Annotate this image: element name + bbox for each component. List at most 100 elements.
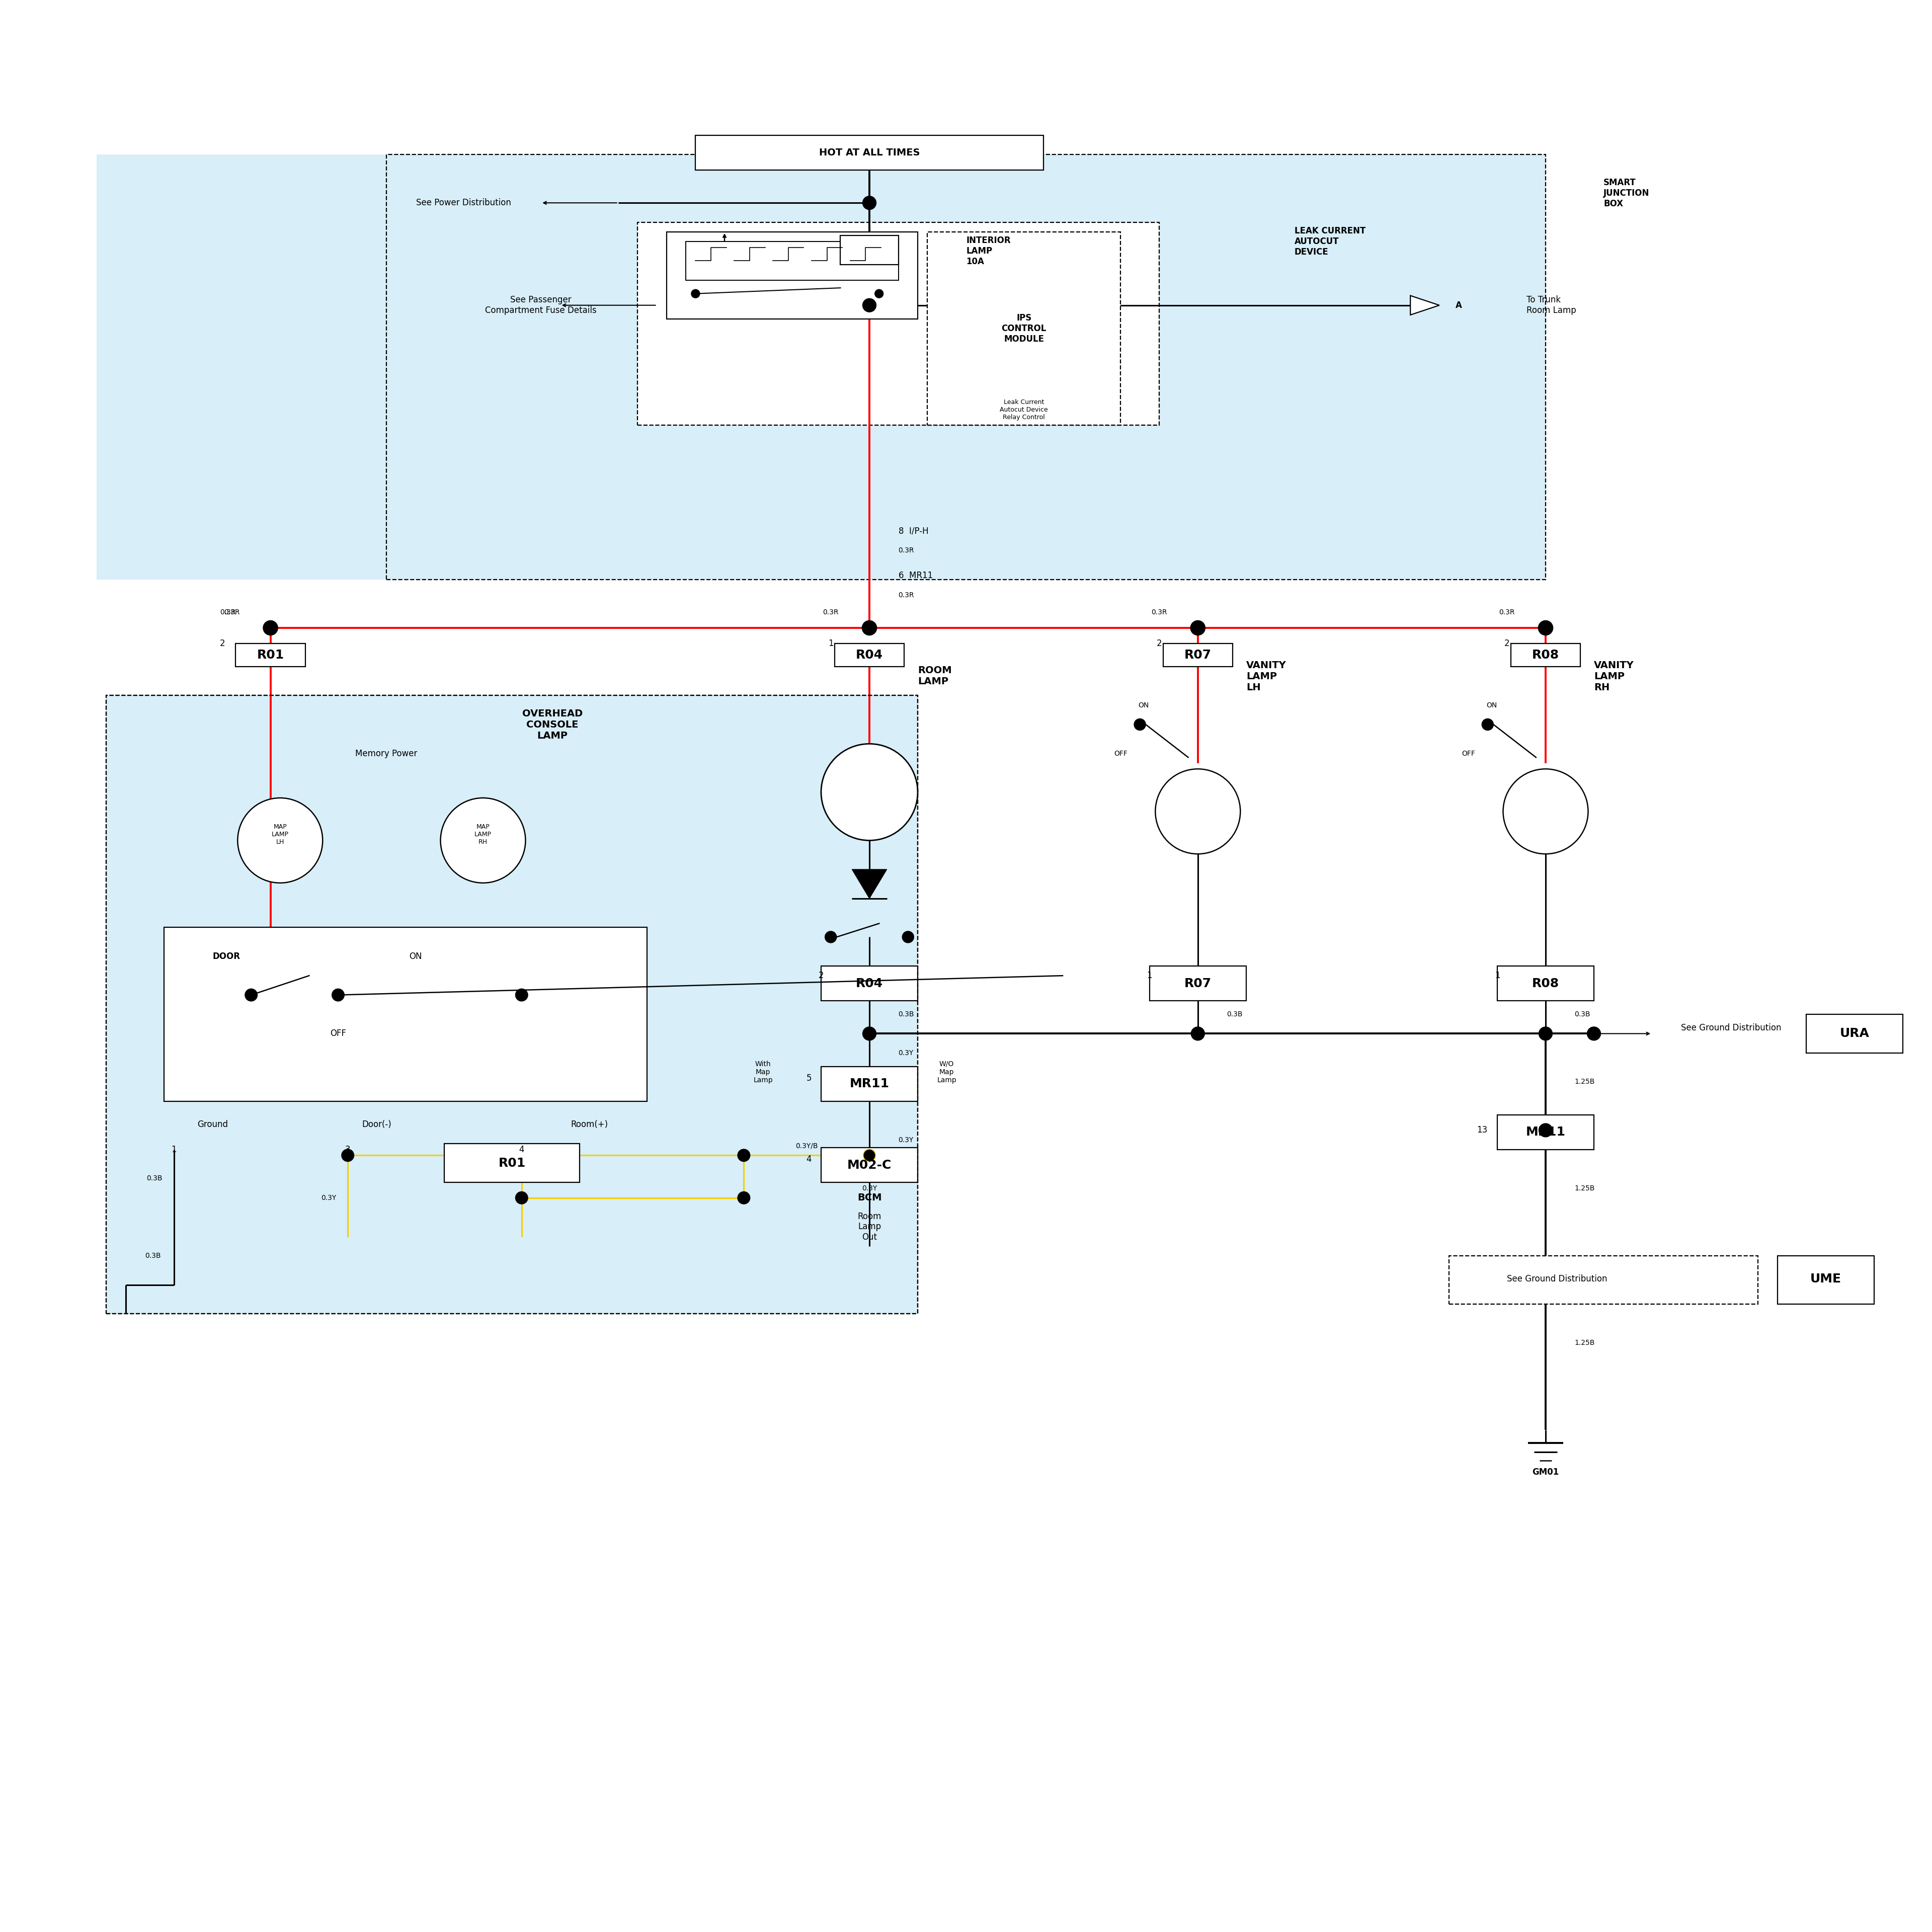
Circle shape [440, 798, 526, 883]
Bar [638, 222, 1159, 425]
Bar [386, 155, 1546, 580]
Circle shape [263, 620, 278, 636]
Text: HOT AT ALL TIMES: HOT AT ALL TIMES [819, 149, 920, 156]
Text: 0.3Y: 0.3Y [862, 1184, 877, 1192]
Text: Room
Lamp
Out: Room Lamp Out [858, 1211, 881, 1242]
Bar [97, 155, 1546, 580]
Bar [667, 232, 918, 319]
Text: VANITY
LAMP
RH: VANITY LAMP RH [1594, 661, 1634, 692]
Circle shape [864, 1150, 875, 1161]
Bar [835, 643, 904, 667]
Text: M02-C: M02-C [846, 1159, 893, 1171]
Text: OFF: OFF [1115, 750, 1126, 757]
Text: See Ground Distribution: See Ground Distribution [1681, 1024, 1781, 1032]
Circle shape [1190, 1028, 1206, 1039]
Circle shape [862, 1028, 877, 1039]
Text: Door(-): Door(-) [361, 1121, 392, 1128]
Text: 0.3B: 0.3B [1575, 1010, 1590, 1018]
Text: VANITY
LAMP
LH: VANITY LAMP LH [1246, 661, 1287, 692]
Text: Leak Current
Autocut Device
Relay Control: Leak Current Autocut Device Relay Contro… [1001, 398, 1047, 421]
Text: INTERIOR
LAMP
10A: INTERIOR LAMP 10A [966, 236, 1010, 267]
Text: GM01: GM01 [1532, 1468, 1559, 1476]
Text: 0.3R: 0.3R [220, 609, 236, 616]
Text: 0.3Y: 0.3Y [321, 1194, 336, 1202]
Text: 0.3R: 0.3R [898, 591, 914, 599]
Text: 0.3R: 0.3R [898, 547, 914, 554]
Text: R04: R04 [856, 978, 883, 989]
Text: R08: R08 [1532, 978, 1559, 989]
Circle shape [825, 931, 837, 943]
Bar [821, 966, 918, 1001]
Text: 1.25B: 1.25B [1575, 1339, 1596, 1347]
Text: 1.25B: 1.25B [1575, 1184, 1596, 1192]
Circle shape [738, 1192, 750, 1204]
Text: 4: 4 [520, 1146, 524, 1153]
Text: See Passenger
Compartment Fuse Details: See Passenger Compartment Fuse Details [485, 296, 597, 315]
Circle shape [1134, 719, 1146, 730]
Text: A: A [1455, 301, 1463, 309]
Text: MR11: MR11 [1526, 1126, 1565, 1138]
Text: W/O
Map
Lamp: W/O Map Lamp [937, 1061, 956, 1084]
Bar [106, 696, 918, 1314]
Text: Ground: Ground [197, 1121, 228, 1128]
Text: 2: 2 [1157, 639, 1161, 647]
Polygon shape [1410, 296, 1439, 315]
Text: 0.3Y/B: 0.3Y/B [796, 1142, 817, 1150]
Text: DOOR: DOOR [213, 952, 240, 960]
Circle shape [862, 197, 877, 211]
Circle shape [238, 798, 323, 883]
Text: 0.3Y: 0.3Y [898, 1049, 914, 1057]
Text: 0.3B: 0.3B [147, 1175, 162, 1182]
Polygon shape [852, 869, 887, 898]
Text: R01: R01 [498, 1157, 526, 1169]
Text: 4: 4 [806, 1155, 811, 1163]
Circle shape [875, 290, 883, 298]
Text: 0.3Y: 0.3Y [898, 1136, 914, 1144]
Text: R04: R04 [856, 649, 883, 661]
Bar [1150, 966, 1246, 1001]
Text: See Power Distribution: See Power Distribution [415, 199, 512, 207]
Text: 0.3R: 0.3R [1151, 609, 1167, 616]
Bar [1449, 1256, 1758, 1304]
Bar [236, 643, 305, 667]
Text: 2: 2 [819, 972, 823, 980]
Text: 5: 5 [806, 1074, 811, 1082]
Bar [821, 1066, 918, 1101]
Text: IPS
CONTROL
MODULE: IPS CONTROL MODULE [1001, 313, 1047, 344]
Circle shape [332, 989, 344, 1001]
Text: URA: URA [1839, 1028, 1870, 1039]
Circle shape [1588, 1028, 1600, 1039]
Text: R07: R07 [1184, 649, 1211, 661]
Circle shape [902, 931, 914, 943]
Text: OVERHEAD
CONSOLE
LAMP: OVERHEAD CONSOLE LAMP [522, 709, 583, 740]
Text: 8  I/P-H: 8 I/P-H [898, 527, 929, 535]
Bar [840, 236, 898, 265]
Text: UME: UME [1810, 1273, 1841, 1285]
Bar [1497, 1115, 1594, 1150]
Bar [1511, 643, 1580, 667]
Text: OFF: OFF [330, 1030, 346, 1037]
Bar [927, 232, 1121, 425]
Text: SMART
JUNCTION
BOX: SMART JUNCTION BOX [1604, 178, 1650, 209]
Text: R01: R01 [257, 649, 284, 661]
Text: 0.3B: 0.3B [145, 1252, 160, 1260]
Text: ROOM
LAMP: ROOM LAMP [918, 667, 952, 686]
Text: LEAK CURRENT
AUTOCUT
DEVICE: LEAK CURRENT AUTOCUT DEVICE [1294, 226, 1366, 257]
Text: 2: 2 [220, 639, 224, 647]
Text: 0.3R: 0.3R [823, 609, 838, 616]
Text: 1: 1 [1495, 972, 1499, 980]
Circle shape [692, 290, 699, 298]
Text: MAP
LAMP
LH: MAP LAMP LH [272, 823, 288, 846]
Text: 13: 13 [1476, 1126, 1488, 1134]
Text: 1: 1 [829, 639, 833, 647]
Text: ON: ON [1138, 701, 1150, 709]
Circle shape [821, 744, 918, 840]
Bar [1497, 966, 1594, 1001]
Circle shape [862, 298, 877, 311]
Text: ON: ON [1486, 701, 1497, 709]
Circle shape [738, 1150, 750, 1161]
Text: MR11: MR11 [850, 1078, 889, 1090]
Text: 0.3R: 0.3R [224, 609, 240, 616]
Text: Memory Power: Memory Power [355, 750, 417, 757]
Text: 1: 1 [172, 1146, 176, 1153]
